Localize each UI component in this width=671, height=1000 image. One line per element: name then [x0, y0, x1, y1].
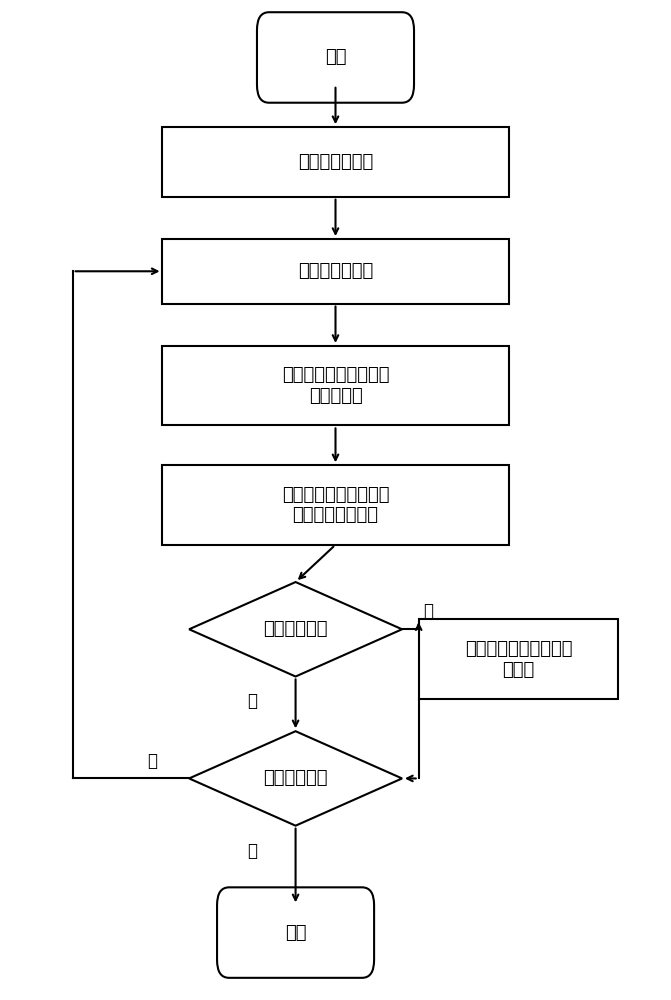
Polygon shape: [189, 582, 402, 677]
Text: 初始化分组信息: 初始化分组信息: [298, 153, 373, 171]
Bar: [162, 465, 509, 545]
Text: 执行进程迁移，更新分
组信息: 执行进程迁移，更新分 组信息: [465, 640, 572, 679]
FancyBboxPatch shape: [257, 12, 414, 103]
Text: 对消息传递记录进行分
析，获取新的分组: 对消息传递记录进行分 析，获取新的分组: [282, 486, 389, 524]
Text: 监测进程间的消息传递
信息并记录: 监测进程间的消息传递 信息并记录: [282, 366, 389, 405]
Bar: [419, 619, 618, 699]
FancyBboxPatch shape: [217, 887, 374, 978]
Polygon shape: [189, 731, 402, 826]
Bar: [162, 346, 509, 425]
Text: 否: 否: [148, 752, 158, 770]
Text: 是: 是: [248, 842, 257, 860]
Bar: [162, 127, 509, 197]
Text: 否: 否: [423, 602, 433, 620]
Text: 结束: 结束: [285, 924, 307, 942]
Text: 是: 是: [248, 692, 257, 710]
Bar: [162, 239, 509, 304]
Text: 程序是否结束: 程序是否结束: [263, 769, 328, 787]
Text: 开始: 开始: [325, 48, 346, 66]
Text: 分组是否一致: 分组是否一致: [263, 620, 328, 638]
Text: 初始化消息记录: 初始化消息记录: [298, 262, 373, 280]
